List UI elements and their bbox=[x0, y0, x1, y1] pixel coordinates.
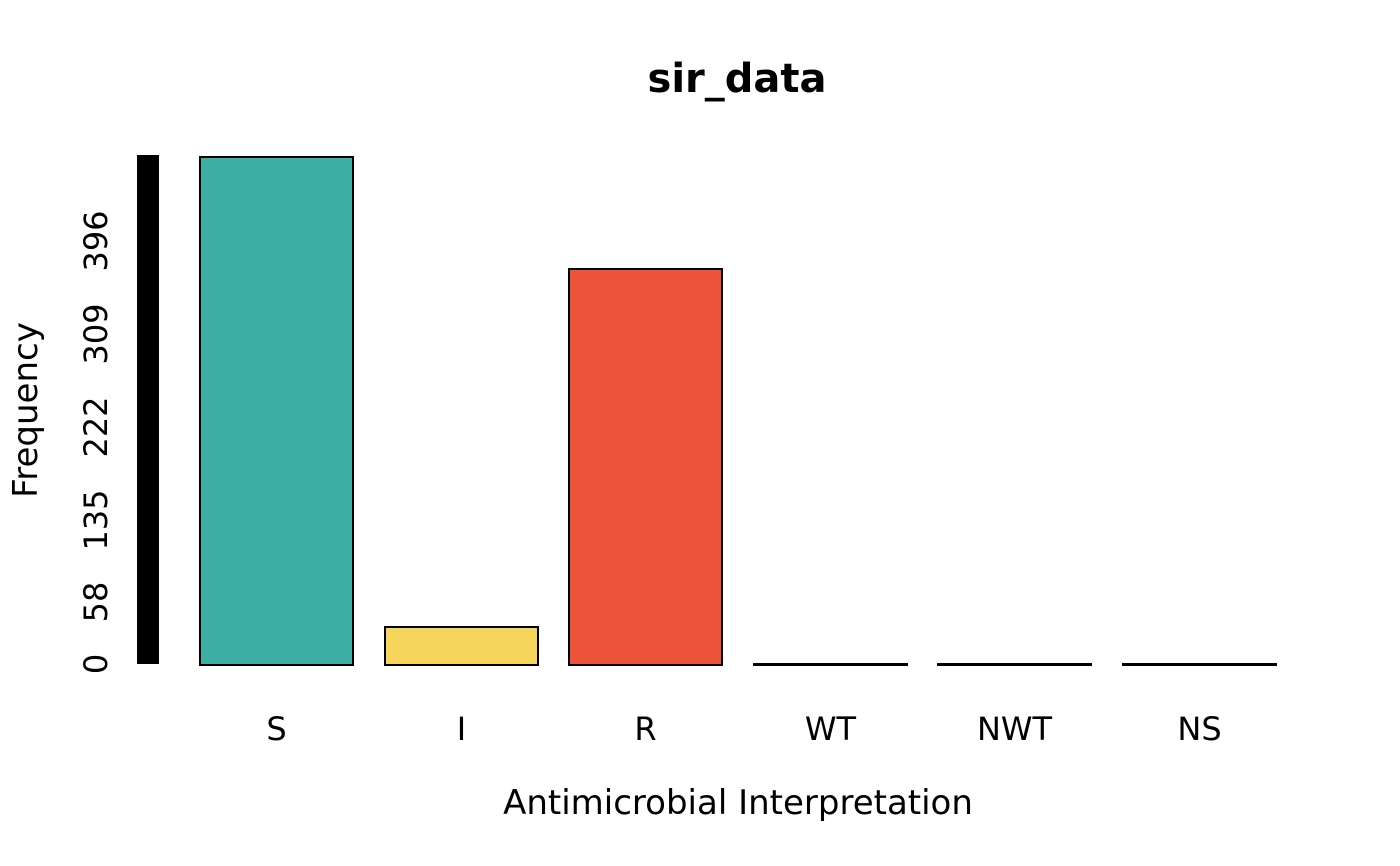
y-tick-label-396: 396 bbox=[77, 210, 115, 272]
bar-WT-zero-line bbox=[753, 663, 908, 666]
x-category-label-NS: NS bbox=[1177, 710, 1222, 748]
y-axis-title: Frequency bbox=[6, 322, 46, 498]
y-tick-label-309: 309 bbox=[77, 303, 115, 365]
x-category-label-S: S bbox=[266, 710, 287, 748]
x-category-label-WT: WT bbox=[804, 710, 857, 748]
bar-S bbox=[199, 156, 354, 666]
chart-title: sir_data bbox=[647, 56, 827, 102]
x-category-label-I: I bbox=[456, 710, 467, 748]
x-axis-title: Antimicrobial Interpretation bbox=[503, 783, 973, 823]
bar-NWT-zero-line bbox=[937, 663, 1092, 666]
x-category-label-NWT: NWT bbox=[976, 710, 1053, 748]
y-tick-label-58: 58 bbox=[77, 581, 115, 623]
bar-NS-zero-line bbox=[1122, 663, 1277, 666]
y-axis-bar bbox=[137, 155, 159, 664]
bar-R bbox=[568, 268, 723, 666]
y-tick-label-222: 222 bbox=[77, 396, 115, 458]
y-tick-label-0: 0 bbox=[77, 653, 115, 675]
y-tick-label-135: 135 bbox=[77, 489, 115, 551]
x-category-label-R: R bbox=[634, 710, 657, 748]
bar-I bbox=[384, 626, 539, 666]
